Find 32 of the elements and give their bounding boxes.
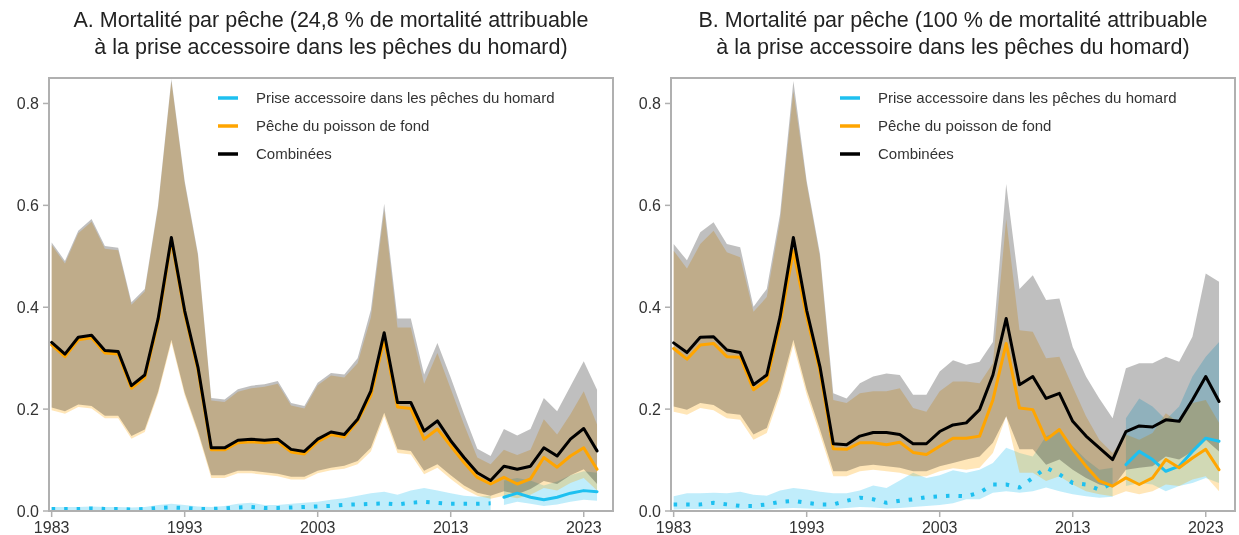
y-tick-label: 0.0 xyxy=(16,502,40,520)
legend-label: Prise accessoire dans les pêches du homard xyxy=(256,89,555,107)
legend-label: Combinées xyxy=(256,145,332,163)
y-tick-label: 0.2 xyxy=(16,400,40,418)
line-series xyxy=(672,235,1221,462)
legend-label: Combinées xyxy=(878,145,954,163)
x-tick-label: 2003 xyxy=(299,519,336,535)
y-tick-label: 0.6 xyxy=(638,196,662,214)
y-tick-label: 0.4 xyxy=(16,298,40,316)
y-tick-label: 0.4 xyxy=(638,298,662,316)
x-tick-label: 1983 xyxy=(655,519,692,535)
legend-label: Pêche du poisson de fond xyxy=(878,117,1052,135)
y-tick-label: 0.2 xyxy=(638,400,662,418)
y-tick-label: 0.0 xyxy=(638,502,662,520)
x-tick-label: 2013 xyxy=(1054,519,1091,535)
y-tick-label: 0.6 xyxy=(16,196,40,214)
y-tick-label: 0.8 xyxy=(638,95,662,113)
line-series xyxy=(49,499,493,512)
x-tick-label: 2023 xyxy=(565,519,602,535)
x-tick-label: 1983 xyxy=(33,519,70,535)
line-series xyxy=(1124,436,1221,473)
x-tick-label: 2013 xyxy=(432,519,469,535)
y-tick-label: 0.8 xyxy=(16,95,40,113)
x-tick-label: 1993 xyxy=(788,519,825,535)
chart-title: B. Mortalité par pêche (100 % de mortalité attribuable à la prise accessoire dans les pêches du homard) xyxy=(698,8,1208,59)
x-tick-label: 2023 xyxy=(1187,519,1224,535)
x-tick-label: 1993 xyxy=(166,519,203,535)
line-series xyxy=(502,489,599,502)
legend-label: Prise accessoire dans les pêches du homard xyxy=(878,89,1177,107)
x-tick-label: 2003 xyxy=(921,519,958,535)
chart-title: A. Mortalité par pêche (24,8 % de mortalité attribuable à la prise accessoire dans les pêches du homard) xyxy=(73,8,589,59)
legend-label: Pêche du poisson de fond xyxy=(256,117,430,135)
